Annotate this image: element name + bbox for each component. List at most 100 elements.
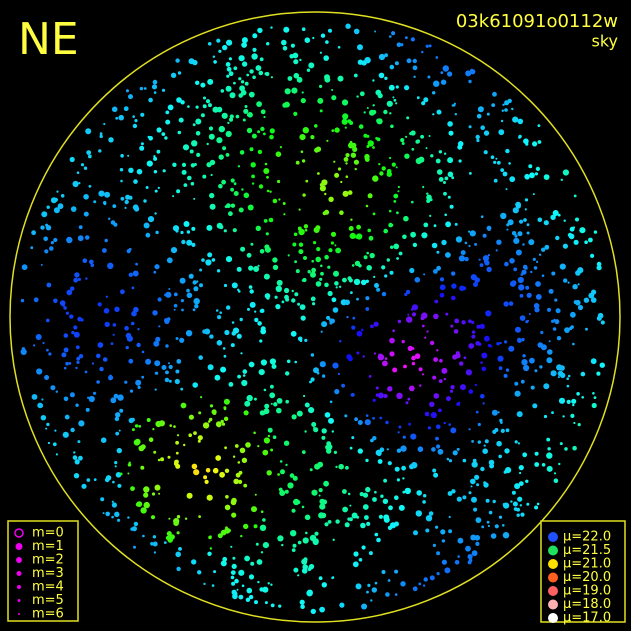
star (290, 530, 297, 537)
star (515, 249, 522, 256)
star (349, 232, 356, 239)
star (492, 429, 497, 434)
star (168, 379, 172, 383)
star (493, 160, 497, 164)
star (183, 443, 186, 447)
star (218, 154, 224, 160)
star (453, 102, 456, 105)
star (199, 283, 203, 288)
star (361, 603, 368, 610)
star (503, 301, 509, 307)
star (176, 189, 181, 194)
star (40, 263, 43, 266)
star (516, 507, 520, 512)
star (252, 33, 258, 39)
star (364, 57, 371, 64)
star (447, 157, 454, 164)
star (535, 166, 541, 171)
star (590, 253, 595, 258)
star (447, 195, 451, 199)
star (422, 584, 426, 587)
star (87, 396, 90, 399)
star (557, 376, 560, 379)
star (333, 270, 339, 277)
star (209, 547, 213, 550)
star (432, 468, 437, 473)
star (224, 329, 230, 336)
star (228, 57, 232, 61)
star (191, 242, 196, 247)
star (423, 494, 427, 498)
star (389, 64, 395, 70)
star (496, 440, 502, 447)
star (366, 107, 369, 109)
star (519, 219, 524, 224)
star (140, 112, 145, 117)
star (276, 279, 283, 286)
star (432, 91, 436, 95)
star (388, 209, 392, 213)
star (482, 402, 485, 405)
magnitude-label: m=3 (32, 566, 64, 581)
star (295, 269, 300, 274)
star (136, 342, 141, 348)
star (408, 385, 415, 392)
star (500, 168, 505, 173)
star (591, 402, 597, 409)
star (519, 315, 526, 321)
star (338, 463, 345, 470)
star (508, 162, 511, 165)
star (80, 318, 84, 322)
star (433, 80, 440, 87)
star (179, 277, 186, 284)
star (216, 137, 223, 144)
star (297, 226, 302, 231)
star (377, 392, 384, 399)
star (416, 490, 423, 496)
star (516, 513, 520, 517)
star (281, 543, 284, 547)
star (411, 462, 418, 469)
star (342, 277, 347, 283)
star (584, 240, 588, 244)
star (138, 445, 145, 452)
star (287, 254, 290, 257)
star (134, 424, 139, 428)
star (385, 420, 389, 425)
star (541, 247, 546, 252)
star (349, 140, 353, 144)
star (283, 26, 290, 33)
star (378, 514, 383, 519)
star (505, 368, 510, 372)
star (534, 369, 538, 373)
star (422, 500, 426, 504)
star (342, 506, 348, 513)
star (368, 375, 372, 378)
star (536, 260, 539, 263)
star (264, 162, 268, 166)
star (152, 310, 158, 316)
star (278, 487, 283, 492)
star (322, 211, 327, 216)
star (154, 264, 160, 270)
star (156, 127, 162, 133)
star (291, 414, 297, 420)
star (495, 249, 498, 252)
star (339, 602, 345, 608)
star (537, 124, 541, 127)
star (508, 301, 514, 306)
star (444, 567, 451, 574)
star (238, 569, 245, 576)
star (134, 206, 140, 212)
star (571, 398, 577, 404)
star (241, 61, 248, 67)
star (387, 386, 393, 392)
star (179, 337, 185, 343)
star (110, 397, 117, 404)
star (221, 179, 227, 185)
star (377, 354, 385, 361)
star (233, 191, 239, 196)
star (515, 201, 521, 208)
star (353, 278, 361, 286)
star (206, 162, 212, 168)
